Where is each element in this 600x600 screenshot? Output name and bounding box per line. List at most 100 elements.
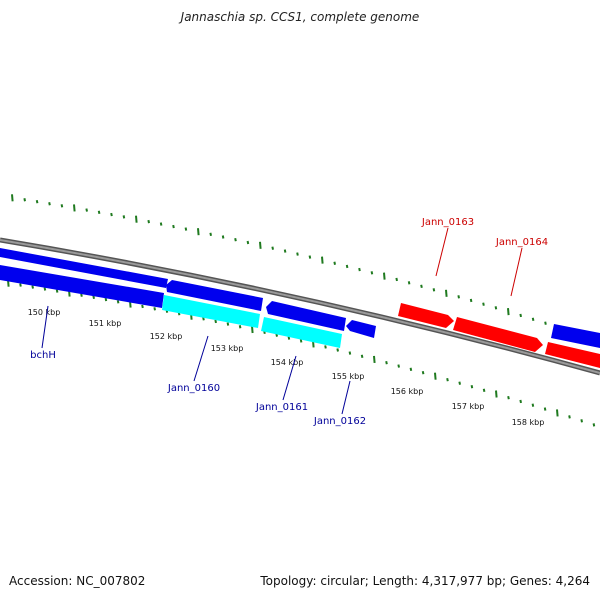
- gene-arrow-lane1-small[interactable]: [346, 320, 376, 338]
- major-tick: [321, 256, 324, 264]
- minor-tick: [531, 317, 535, 321]
- minor-tick: [153, 307, 156, 311]
- minor-tick: [214, 319, 217, 324]
- minor-tick: [543, 407, 547, 411]
- minor-tick: [159, 222, 163, 226]
- scale-label: 154 kbp: [271, 358, 304, 367]
- minor-tick: [238, 325, 242, 329]
- minor-tick: [85, 208, 88, 212]
- minor-tick: [469, 298, 473, 303]
- minor-tick: [385, 361, 388, 365]
- gene-arrow-0161[interactable]: [261, 317, 342, 348]
- minor-tick: [519, 313, 522, 318]
- minor-tick: [141, 304, 144, 309]
- minor-tick: [360, 354, 364, 358]
- gene-label-0163[interactable]: Jann_0163: [421, 217, 474, 228]
- minor-tick: [308, 255, 312, 259]
- major-tick: [556, 409, 559, 417]
- gene-label-0161[interactable]: Jann_0161: [255, 402, 308, 413]
- major-tick: [434, 372, 437, 380]
- minor-tick: [544, 321, 547, 325]
- minor-tick: [202, 317, 205, 321]
- scale-labels: 150 kbp 151 kbp 152 kbp 153 kbp 154 kbp …: [28, 308, 545, 427]
- minor-tick: [116, 300, 120, 304]
- leader-line-0164: [510, 247, 523, 297]
- scale-label: 150 kbp: [28, 308, 61, 317]
- scale-label: 151 kbp: [89, 319, 122, 328]
- minor-tick: [234, 238, 237, 242]
- minor-tick: [287, 336, 291, 340]
- gene-label-0164[interactable]: Jann_0164: [495, 237, 548, 248]
- minor-tick: [221, 235, 225, 239]
- minor-tick: [348, 351, 352, 355]
- minor-tick: [19, 283, 22, 287]
- minor-tick: [336, 348, 339, 352]
- minor-tick: [283, 249, 287, 253]
- major-tick: [383, 272, 386, 280]
- major-tick: [73, 204, 76, 212]
- minor-tick: [104, 297, 108, 302]
- minor-tick: [60, 204, 64, 208]
- page-title: Jannaschia sp. CCS1, complete genome: [180, 10, 420, 24]
- minor-tick: [55, 289, 59, 293]
- leader-line-bchH: [41, 305, 49, 349]
- minor-tick: [333, 261, 336, 265]
- minor-tick: [470, 385, 474, 389]
- minor-tick: [324, 345, 327, 349]
- minor-tick: [420, 284, 423, 288]
- gene-label-0162[interactable]: Jann_0162: [313, 416, 366, 427]
- minor-tick: [110, 212, 113, 217]
- gene-arrow-0164[interactable]: [453, 317, 543, 352]
- gene-track: [0, 248, 600, 368]
- scale-label: 157 kbp: [452, 402, 485, 411]
- minor-tick: [397, 364, 400, 368]
- gene-arrow-upper-blue[interactable]: [0, 248, 168, 288]
- minor-tick: [580, 419, 583, 423]
- minor-tick: [97, 210, 101, 215]
- gene-arrow-0160[interactable]: [162, 295, 260, 328]
- gene-arrow-lane1-reverse[interactable]: [266, 301, 346, 331]
- scale-label: 153 kbp: [211, 344, 244, 353]
- minor-tick: [246, 240, 250, 245]
- minor-tick: [122, 215, 126, 219]
- minor-tick: [482, 302, 485, 306]
- scale-label: 152 kbp: [150, 332, 183, 341]
- major-tick: [135, 215, 138, 223]
- gene-arrow-next-blue[interactable]: [551, 324, 600, 348]
- minor-tick: [184, 227, 188, 231]
- minor-tick: [31, 285, 34, 289]
- minor-tick: [345, 264, 349, 269]
- minor-tick: [568, 415, 571, 419]
- gene-label-0160[interactable]: Jann_0160: [167, 383, 220, 394]
- minor-tick: [271, 246, 274, 250]
- minor-tick: [432, 288, 436, 292]
- major-tick: [259, 241, 262, 249]
- leader-line-0163: [435, 227, 449, 277]
- minor-tick: [370, 271, 374, 275]
- minor-tick: [592, 423, 596, 427]
- gene-label-bchH[interactable]: bchH: [30, 350, 56, 361]
- minor-tick: [507, 395, 510, 400]
- major-tick: [197, 228, 200, 236]
- minor-tick: [48, 202, 51, 206]
- gene-leader-lines: [41, 227, 523, 415]
- major-tick: [445, 289, 448, 297]
- tick-ring-lower: [7, 279, 596, 427]
- minor-tick: [421, 371, 425, 375]
- minor-tick: [296, 252, 299, 256]
- gene-arrow-bchH[interactable]: [0, 265, 164, 308]
- gene-arrow-0163[interactable]: [398, 303, 454, 328]
- scale-label: 156 kbp: [391, 387, 424, 396]
- gene-arrow-next-red[interactable]: [545, 342, 600, 368]
- minor-tick: [92, 295, 95, 300]
- gene-arrow-upper-blue-2[interactable]: [166, 280, 263, 311]
- major-tick: [507, 308, 510, 316]
- minor-tick: [147, 219, 150, 224]
- scale-label: 158 kbp: [512, 418, 545, 427]
- leader-line-0160: [193, 335, 209, 382]
- minor-tick: [172, 224, 175, 229]
- minor-tick: [23, 198, 26, 202]
- minor-tick: [395, 277, 398, 282]
- leader-line-0162: [341, 380, 351, 415]
